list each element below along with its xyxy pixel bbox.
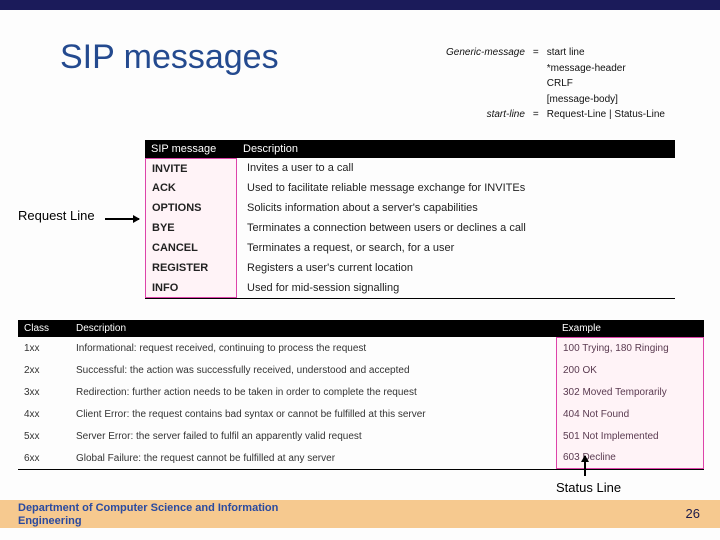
sip-message-cell: OPTIONS [145, 198, 237, 218]
footer-bar: Department of Computer Science and Infor… [0, 500, 720, 528]
request-line-label: Request Line [18, 208, 95, 223]
sip-description-cell: Used to facilitate reliable message exch… [237, 182, 675, 194]
status-description-cell: Successful: the action was successfully … [70, 365, 556, 376]
grammar-eq: = [530, 108, 542, 122]
table-row: 6xxGlobal Failure: the request cannot be… [18, 447, 704, 469]
grammar-rhs: *message-header [544, 62, 668, 76]
table-row: 4xxClient Error: the request contains ba… [18, 403, 704, 425]
sip-message-table: SIP message Description INVITEInvites a … [145, 140, 675, 299]
table-row: 5xxServer Error: the server failed to fu… [18, 425, 704, 447]
table-header-cell: Description [70, 320, 556, 337]
status-class-cell: 1xx [18, 343, 70, 354]
status-class-table: Class Description Example 1xxInformation… [18, 320, 704, 470]
table-row: BYETerminates a connection between users… [145, 218, 675, 238]
sip-description-cell: Solicits information about a server's ca… [237, 202, 675, 214]
status-class-cell: 5xx [18, 431, 70, 442]
table-header-cell: Class [18, 320, 70, 337]
table-row: CANCELTerminates a request, or search, f… [145, 238, 675, 258]
status-class-cell: 4xx [18, 409, 70, 420]
status-description-cell: Redirection: further action needs to be … [70, 387, 556, 398]
grammar-rhs: CRLF [544, 77, 668, 91]
slide-title: SIP messages [60, 38, 279, 77]
sip-message-cell: INVITE [145, 158, 237, 178]
grammar-eq: = [530, 46, 542, 60]
status-description-cell: Server Error: the server failed to fulfi… [70, 431, 556, 442]
status-description-cell: Informational: request received, continu… [70, 343, 556, 354]
grammar-rhs: Request-Line | Status-Line [544, 108, 668, 122]
sip-message-cell: BYE [145, 218, 237, 238]
table-header-cell: Description [237, 140, 675, 158]
sip-description-cell: Invites a user to a call [237, 162, 675, 174]
status-example-cell: 603 Decline [556, 447, 704, 469]
sip-message-cell: ACK [145, 178, 237, 198]
status-example-cell: 501 Not Implemented [556, 425, 704, 447]
sip-message-cell: REGISTER [145, 258, 237, 278]
table-header-cell: Example [556, 320, 704, 337]
sip-description-cell: Terminates a connection between users or… [237, 222, 675, 234]
table-row: 2xxSuccessful: the action was successful… [18, 359, 704, 381]
request-line-arrow-icon [105, 218, 139, 220]
table-header-cell: SIP message [145, 140, 237, 158]
status-line-label: Status Line [556, 480, 621, 495]
status-description-cell: Global Failure: the request cannot be fu… [70, 453, 556, 464]
status-example-cell: 302 Moved Temporarily [556, 381, 704, 403]
grammar-block: Generic-message = start line *message-he… [441, 44, 670, 124]
slide-top-bar [0, 0, 720, 10]
table-row: INFOUsed for mid-session signalling [145, 278, 675, 298]
grammar-lhs: start-line [443, 108, 528, 122]
status-line-arrow-icon [584, 456, 586, 476]
table-row: OPTIONSSolicits information about a serv… [145, 198, 675, 218]
table-row: 3xxRedirection: further action needs to … [18, 381, 704, 403]
sip-message-cell: CANCEL [145, 238, 237, 258]
table-row: 1xxInformational: request received, cont… [18, 337, 704, 359]
status-example-cell: 100 Trying, 180 Ringing [556, 337, 704, 359]
sip-description-cell: Used for mid-session signalling [237, 282, 675, 294]
status-class-cell: 3xx [18, 387, 70, 398]
grammar-rhs: [message-body] [544, 93, 668, 107]
table-header-row: SIP message Description [145, 140, 675, 158]
grammar-rhs: start line [544, 46, 668, 60]
sip-description-cell: Terminates a request, or search, for a u… [237, 242, 675, 254]
sip-message-cell: INFO [145, 278, 237, 298]
sip-description-cell: Registers a user's current location [237, 262, 675, 274]
table-header-row: Class Description Example [18, 320, 704, 337]
table-row: REGISTERRegisters a user's current locat… [145, 258, 675, 278]
page-number: 26 [686, 506, 700, 521]
status-example-cell: 200 OK [556, 359, 704, 381]
department-label: Department of Computer Science and Infor… [18, 502, 338, 527]
table-row: INVITEInvites a user to a call [145, 158, 675, 178]
status-description-cell: Client Error: the request contains bad s… [70, 409, 556, 420]
status-class-cell: 6xx [18, 453, 70, 464]
status-class-cell: 2xx [18, 365, 70, 376]
status-example-cell: 404 Not Found [556, 403, 704, 425]
grammar-lhs: Generic-message [443, 46, 528, 60]
table-row: ACKUsed to facilitate reliable message e… [145, 178, 675, 198]
